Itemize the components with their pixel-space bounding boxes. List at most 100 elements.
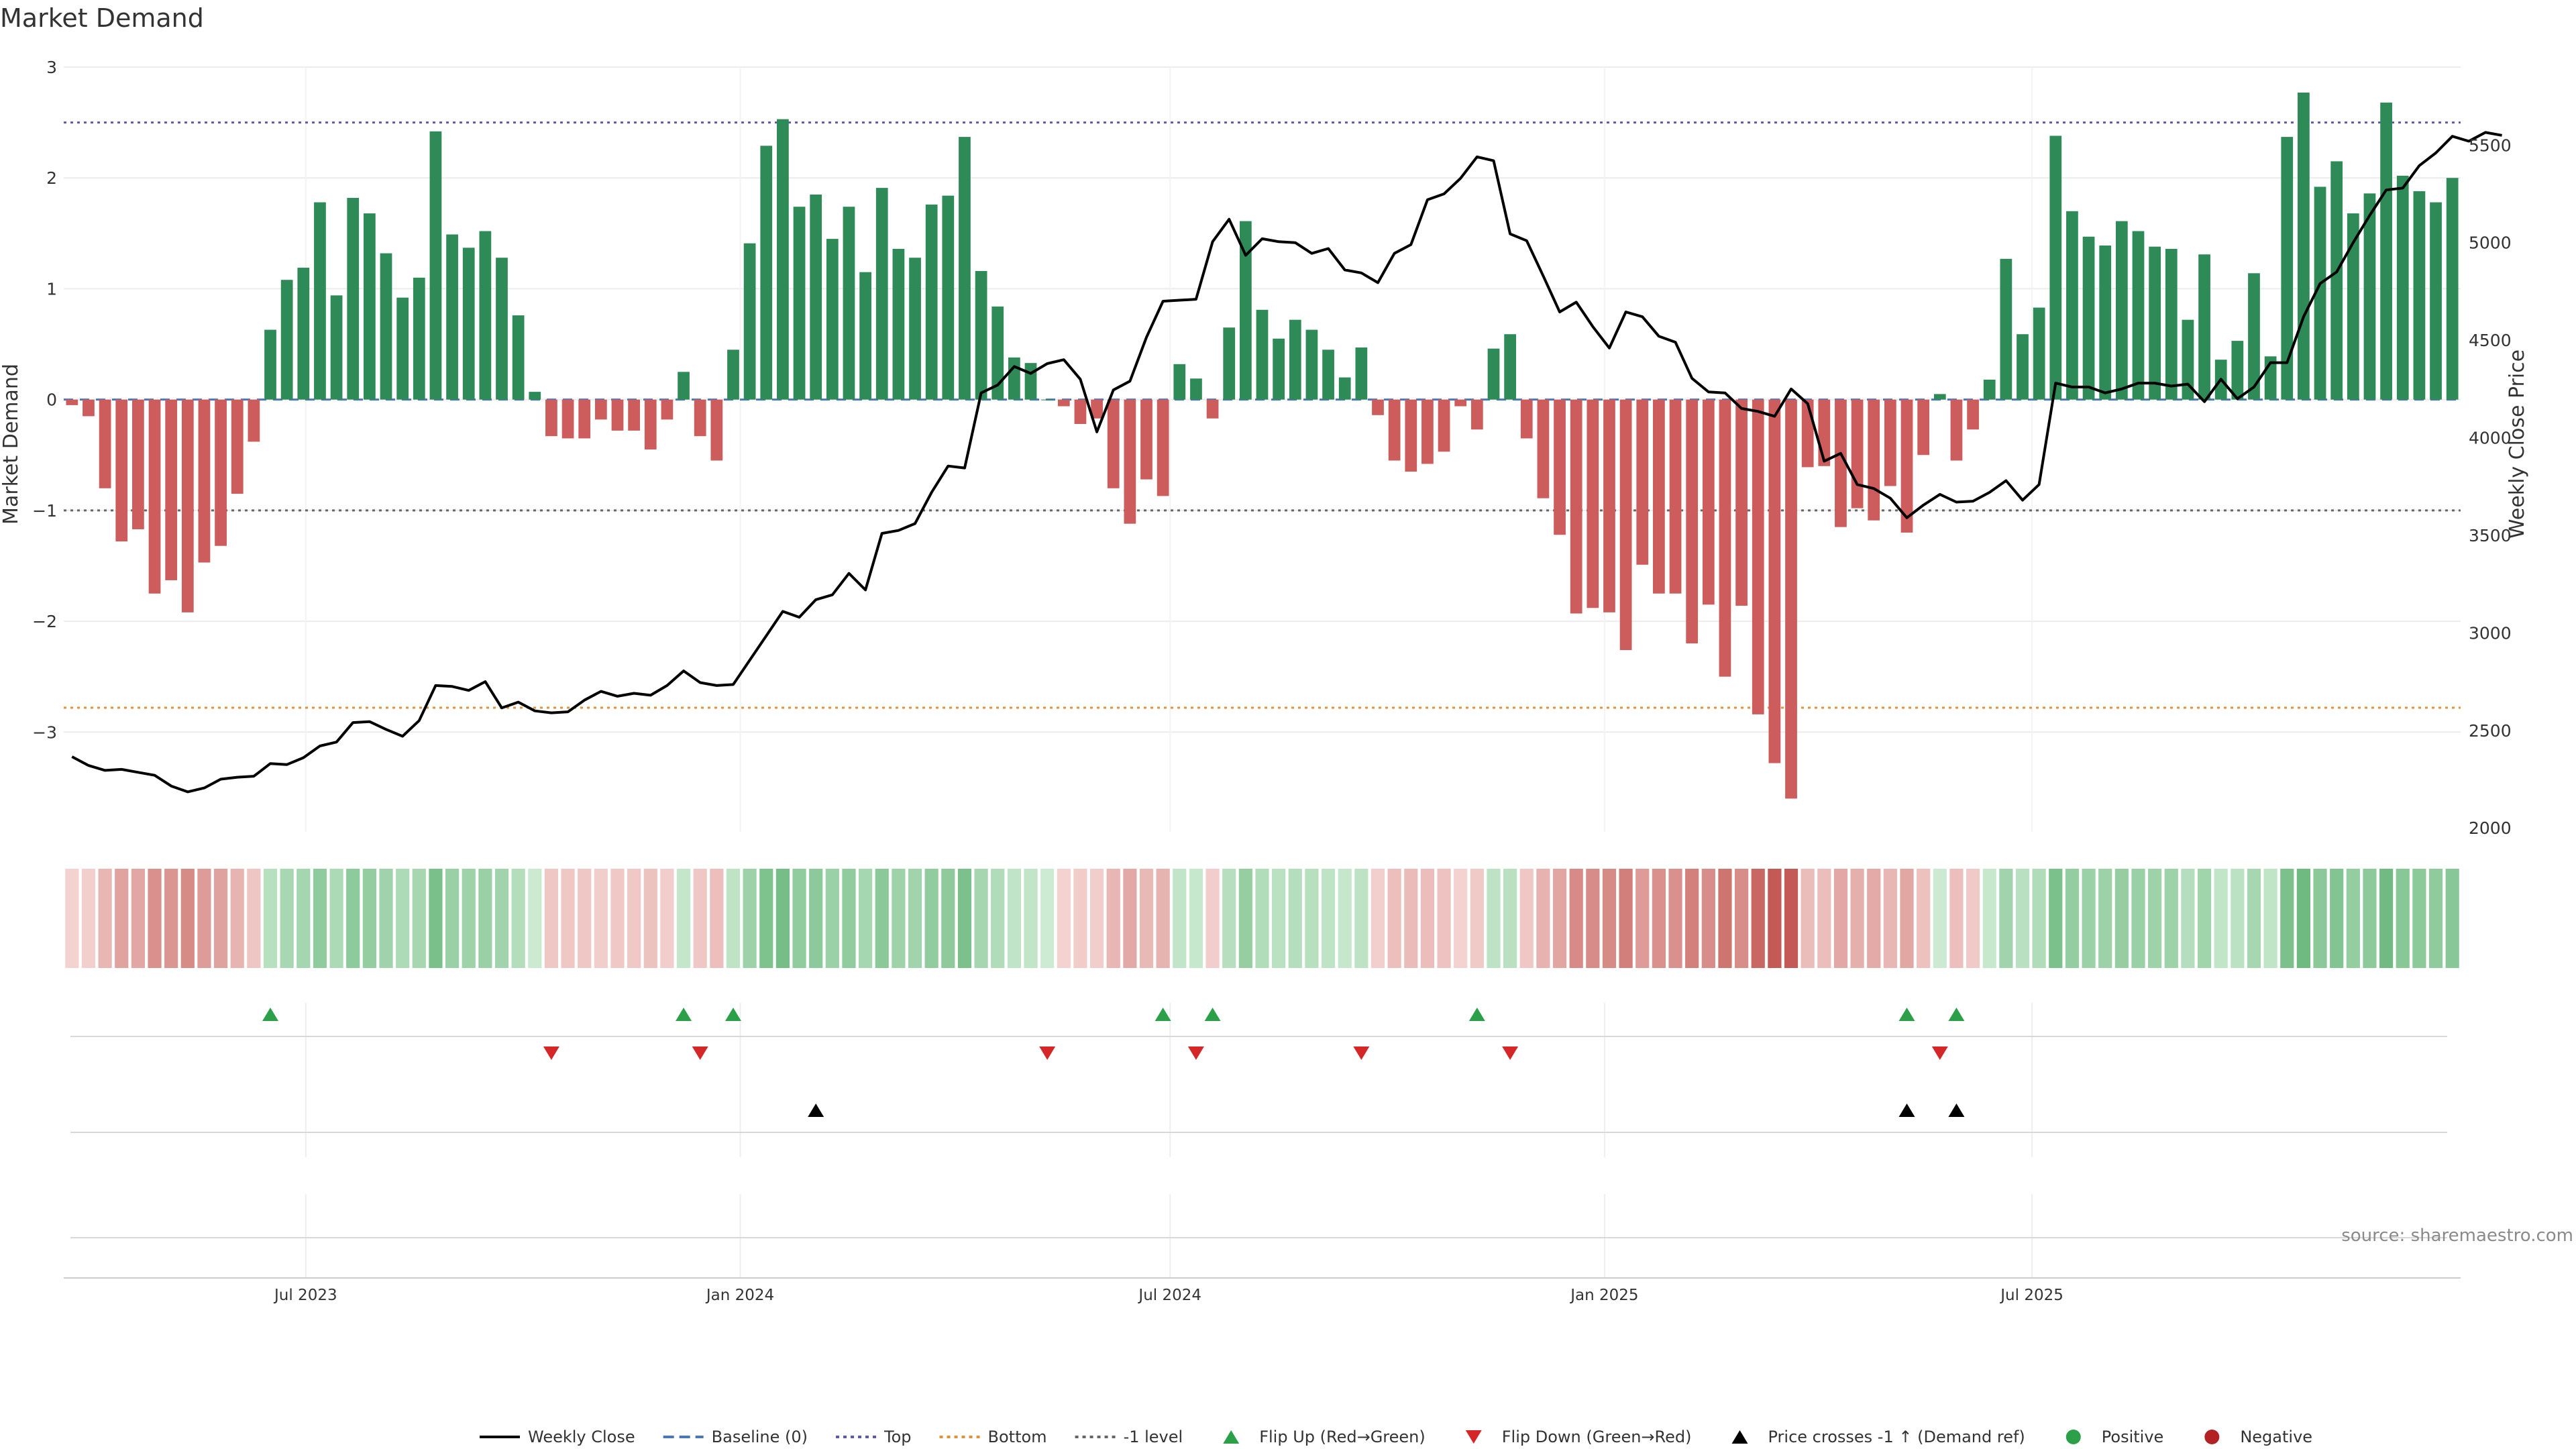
demand-bar: [2363, 193, 2376, 400]
legend-item: Bottom: [939, 1428, 1047, 1446]
demand-bar: [2115, 221, 2128, 400]
demand-bar: [925, 204, 938, 400]
price-cross-marker: [808, 1104, 824, 1117]
x-tick-label: Jul 2023: [273, 1287, 337, 1304]
demand-bar: [2248, 273, 2260, 400]
y-tick-label: 0: [46, 390, 57, 410]
flip-up-marker: [1468, 1008, 1485, 1021]
heat-cell: [1552, 869, 1567, 968]
demand-bars: [66, 93, 2459, 799]
legend-item: Negative: [2204, 1428, 2312, 1446]
heat-cell: [1139, 869, 1154, 968]
demand-bar: [2330, 161, 2343, 400]
heat-cell: [2214, 869, 2228, 968]
demand-bar: [1487, 348, 1500, 400]
demand-bar: [529, 392, 541, 400]
demand-bar: [1983, 379, 1996, 400]
heat-cell: [693, 869, 707, 968]
heat-cell: [2263, 869, 2277, 968]
demand-bar: [875, 188, 888, 400]
heat-cell: [1701, 869, 1715, 968]
demand-bar: [1686, 399, 1699, 644]
demand-bar: [1305, 329, 1318, 400]
demand-bar: [628, 399, 640, 431]
y2-tick-label: 4000: [2469, 429, 2512, 448]
heat-cell: [1040, 869, 1055, 968]
heat-cell: [2231, 869, 2245, 968]
flip-down-marker: [543, 1046, 559, 1060]
y2-tick-label: 5500: [2469, 136, 2512, 155]
heat-cell: [660, 869, 674, 968]
demand-bar: [859, 272, 871, 400]
demand-bar: [942, 195, 955, 400]
demand-bar: [1768, 399, 1781, 763]
demand-bar: [843, 207, 855, 400]
demand-bar: [1256, 309, 1269, 400]
demand-bar: [760, 146, 773, 400]
legend-label: Flip Up (Red→Green): [1259, 1428, 1426, 1446]
heat-cell: [643, 869, 657, 968]
demand-bar: [446, 234, 458, 400]
demand-bar: [1818, 399, 1831, 466]
weekly-close-series: [71, 131, 2502, 794]
demand-bar: [496, 258, 508, 400]
demand-bar: [793, 207, 806, 400]
flip-down-marker: [692, 1046, 708, 1060]
heat-cell: [1354, 869, 1368, 968]
demand-bar: [297, 268, 310, 400]
heat-cell: [478, 869, 492, 968]
demand-bar: [2347, 213, 2359, 400]
demand-bar: [2380, 102, 2392, 400]
heat-cell: [1106, 869, 1120, 968]
demand-bar: [132, 399, 144, 529]
flip-up-marker: [262, 1008, 279, 1021]
heat-cell: [1519, 869, 1534, 968]
demand-bar: [264, 329, 276, 400]
heat-cell: [462, 869, 476, 968]
heat-cell: [164, 869, 178, 968]
heat-cell: [1668, 869, 1682, 968]
heat-cell: [1586, 869, 1600, 968]
y2-tick-label: 3500: [2469, 526, 2512, 545]
demand-bar: [2281, 137, 2294, 400]
chart-title: Market Demand: [0, 3, 204, 33]
heat-cell: [379, 869, 393, 968]
demand-bar: [743, 243, 756, 400]
y2-axis-label: Weekly Close Price: [2506, 350, 2529, 539]
y2-tick-label: 5000: [2469, 233, 2512, 253]
demand-bar: [462, 248, 475, 400]
demand-bar: [1289, 319, 1301, 400]
heat-cell: [346, 869, 360, 968]
demand-bar: [1554, 399, 1566, 535]
heat-cell: [941, 869, 955, 968]
demand-bar: [2430, 202, 2442, 400]
weekly-close-line: [71, 131, 2502, 794]
flip-down-marker: [1502, 1046, 1519, 1060]
heat-cell: [2131, 869, 2145, 968]
demand-bar: [1388, 399, 1401, 461]
heat-cell: [809, 869, 823, 968]
heat-cell: [1156, 869, 1170, 968]
heat-cell: [743, 869, 757, 968]
demand-bar: [611, 399, 624, 431]
heat-cell: [2098, 869, 2112, 968]
y2-tick-label: 3000: [2469, 623, 2512, 643]
heat-cell: [1768, 869, 1782, 968]
demand-bar: [2099, 246, 2112, 400]
heat-cell: [81, 869, 96, 968]
heat-cell: [445, 869, 460, 968]
legend-item: Positive: [2065, 1428, 2163, 1446]
demand-bar: [2165, 248, 2178, 400]
heat-cell: [1288, 869, 1302, 968]
heat-cell: [528, 869, 542, 968]
x-tick-label: Jan 2025: [1569, 1287, 1638, 1304]
legend-triangle-down-swatch: [1465, 1430, 1482, 1444]
heat-cell: [1073, 869, 1087, 968]
heat-cell: [2296, 869, 2311, 968]
heat-cell: [792, 869, 806, 968]
heat-cell: [1850, 869, 1864, 968]
legend-label: -1 level: [1124, 1428, 1183, 1446]
heat-cell: [594, 869, 608, 968]
demand-bar: [1537, 399, 1550, 498]
legend-item: Price crosses -1 ↑ (Demand ref): [1731, 1428, 2025, 1446]
